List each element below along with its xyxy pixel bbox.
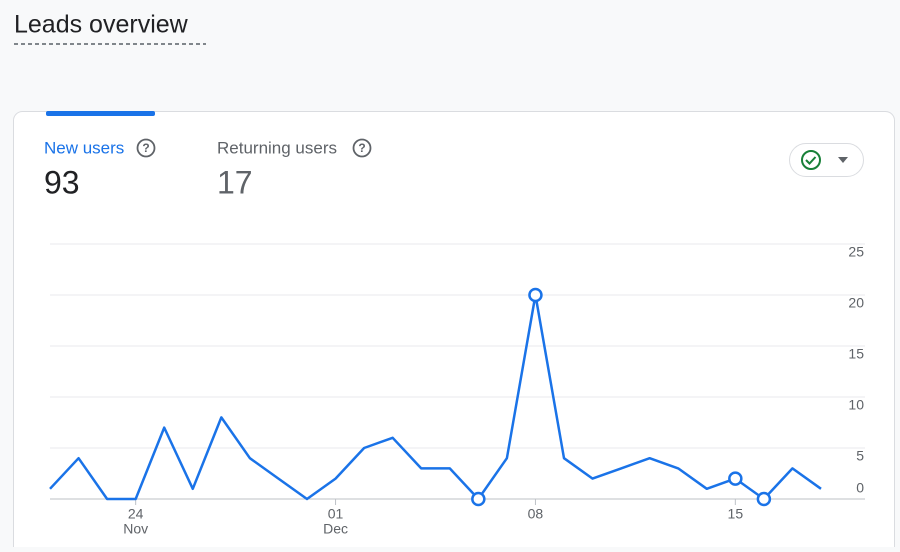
x-tick-label: 01 bbox=[328, 506, 344, 522]
tab-indicator bbox=[46, 111, 155, 116]
help-icon bbox=[136, 138, 156, 158]
y-tick-label: 5 bbox=[856, 448, 864, 464]
x-tick-sublabel: Nov bbox=[123, 521, 148, 537]
help-icon-glyph: ? bbox=[358, 141, 365, 155]
point-marker bbox=[528, 287, 543, 303]
metric-value: 93 bbox=[44, 164, 80, 200]
metric-label: New users bbox=[44, 138, 124, 157]
help-icon bbox=[352, 138, 372, 158]
metric-value: 17 bbox=[217, 164, 253, 200]
x-tick-sublabel: Dec bbox=[323, 521, 348, 537]
point-marker bbox=[471, 491, 486, 507]
y-tick-label: 20 bbox=[848, 295, 864, 311]
point-marker bbox=[728, 471, 743, 486]
check-mark bbox=[805, 156, 817, 165]
y-tick-label: 0 bbox=[856, 480, 864, 496]
check-icon bbox=[801, 150, 821, 170]
line-series bbox=[49, 293, 822, 501]
status-button[interactable] bbox=[789, 143, 864, 177]
metric-label: Returning users bbox=[217, 138, 337, 157]
x-tick-label: 08 bbox=[528, 506, 544, 522]
card bbox=[13, 111, 895, 552]
x-tick-label: 15 bbox=[728, 506, 744, 522]
dropdown-arrow bbox=[838, 157, 848, 163]
metric-tab[interactable]: Returning users ? 17 bbox=[217, 138, 372, 200]
y-tick-label: 25 bbox=[848, 244, 864, 260]
page-title: Leads overview bbox=[14, 11, 189, 39]
x-tick-label: 24 bbox=[128, 506, 144, 522]
y-tick-label: 10 bbox=[848, 397, 864, 413]
point-marker bbox=[756, 491, 772, 507]
metric-tab[interactable]: New users ? 93 bbox=[44, 138, 156, 200]
help-icon-glyph: ? bbox=[142, 141, 149, 155]
y-tick-label: 15 bbox=[848, 346, 864, 362]
